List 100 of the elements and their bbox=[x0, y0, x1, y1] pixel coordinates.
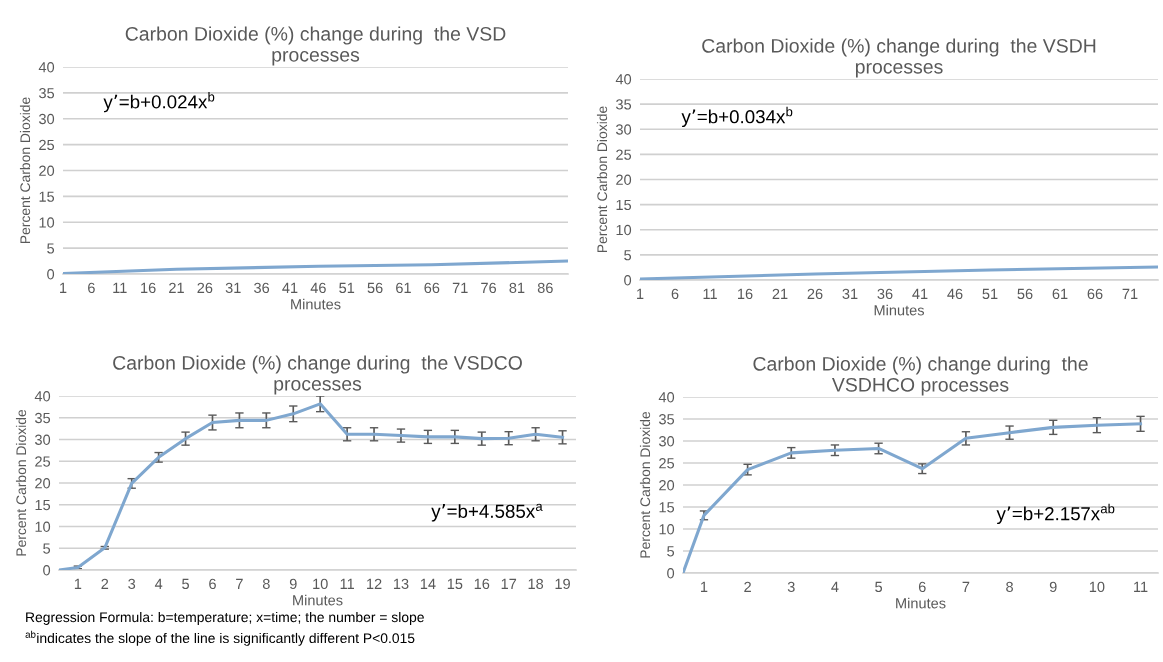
x-tick-label: 11 bbox=[703, 288, 717, 299]
x-tick-label: 41 bbox=[282, 282, 298, 293]
x-tick-label: 56 bbox=[1017, 288, 1033, 300]
annotation: y’=b+0.024x$^{b}$ bbox=[103, 91, 215, 113]
x-tick-label: 26 bbox=[807, 288, 823, 300]
x-tick-label: 9 bbox=[289, 578, 297, 590]
y-tick-label: 15 bbox=[659, 502, 675, 513]
x-tick-label: 36 bbox=[877, 288, 893, 300]
x-tick-label: 5 bbox=[875, 581, 883, 593]
y-tick-label: 20 bbox=[35, 478, 51, 489]
x-tick-label: 81 bbox=[509, 282, 525, 294]
y-tick-label: 20 bbox=[39, 165, 55, 176]
x-tick-label: 4 bbox=[154, 578, 163, 589]
x-tick-label: 86 bbox=[537, 282, 553, 294]
y-tick-label: 40 bbox=[34, 391, 51, 402]
x-tick-label: 16 bbox=[738, 288, 753, 300]
y-tick-label: 35 bbox=[659, 414, 675, 425]
x-tick-label: 18 bbox=[528, 578, 544, 590]
x-tick-label: 1 bbox=[74, 578, 82, 589]
x-axis-title: Minutes bbox=[896, 597, 946, 609]
x-tick-label: 31 bbox=[225, 282, 241, 294]
x-axis-title: Minutes bbox=[291, 298, 341, 310]
y-tick-label: 35 bbox=[39, 87, 55, 99]
chart-title: Carbon Dioxide (%) change during the VSD processes bbox=[125, 26, 506, 66]
x-tick-label: 61 bbox=[396, 282, 411, 294]
y-axis-title: Percent Carbon Dioxide bbox=[15, 409, 27, 556]
x-tick-label: 6 bbox=[918, 581, 926, 593]
y-tick-label: 25 bbox=[35, 456, 51, 467]
y-tick-label: 0 bbox=[624, 275, 632, 286]
y-tick-label: 30 bbox=[39, 113, 55, 125]
y-tick-label: 10 bbox=[659, 524, 675, 535]
x-tick-label: 11 bbox=[113, 282, 127, 293]
y-axis-title: Percent Carbon Dioxide bbox=[639, 411, 651, 558]
x-tick-label: 66 bbox=[424, 282, 440, 294]
x-tick-label: 66 bbox=[1087, 288, 1103, 300]
x-tick-label: 6 bbox=[209, 578, 216, 590]
y-axis-title: Percent Carbon Dioxide bbox=[19, 97, 31, 244]
y-tick-label: 10 bbox=[39, 217, 55, 228]
y-tick-label: 10 bbox=[616, 224, 632, 236]
y-tick-label: 30 bbox=[35, 434, 51, 445]
y-tick-label: 15 bbox=[39, 191, 55, 202]
y-tick-label: 0 bbox=[667, 568, 675, 579]
x-tick-label: 1 bbox=[637, 288, 644, 299]
x-tick-label: 3 bbox=[128, 578, 136, 590]
x-tick-label: 15 bbox=[447, 578, 463, 590]
x-tick-label: 31 bbox=[842, 288, 858, 300]
x-tick-label: 36 bbox=[254, 282, 270, 294]
x-tick-label: 4 bbox=[831, 581, 839, 592]
x-tick-label: 10 bbox=[1089, 581, 1105, 593]
x-tick-label: 71 bbox=[452, 282, 468, 293]
y-tick-label: 5 bbox=[624, 250, 632, 261]
x-tick-label: 17 bbox=[501, 578, 517, 589]
x-tick-label: 7 bbox=[962, 581, 970, 592]
y-tick-label: 30 bbox=[616, 124, 632, 135]
annotation: y’=b+4.585x$^{a}$ bbox=[431, 503, 543, 522]
x-axis-title: Minutes bbox=[293, 594, 343, 606]
y-tick-label: 20 bbox=[616, 174, 632, 185]
y-tick-label: 10 bbox=[35, 521, 51, 532]
x-tick-label: 71 bbox=[1122, 288, 1138, 299]
annotation: y’=b+0.034x$^{b}$ bbox=[681, 106, 793, 128]
chart-title: Carbon Dioxide (%) change during the VSDCO processes bbox=[113, 355, 522, 395]
x-tick-label: 10 bbox=[313, 578, 328, 590]
y-tick-label: 40 bbox=[615, 74, 632, 85]
chart-title: Carbon Dioxide (%) change during the VSDH processes bbox=[702, 38, 1096, 78]
y-tick-label: 25 bbox=[659, 458, 675, 469]
y-tick-label: 5 bbox=[47, 243, 55, 254]
x-tick-label: 13 bbox=[393, 578, 409, 590]
x-tick-label: 1 bbox=[701, 581, 708, 592]
x-tick-label: 19 bbox=[555, 578, 570, 590]
line-series bbox=[640, 265, 1158, 280]
y-tick-label: 0 bbox=[43, 565, 51, 576]
x-tick-label: 8 bbox=[262, 578, 270, 590]
x-tick-label: 12 bbox=[367, 578, 382, 589]
x-axis-title: Minutes bbox=[874, 304, 925, 316]
x-tick-label: 51 bbox=[982, 288, 998, 300]
text: Regression Formula: b=temperature; x=time; the number = slope bbox=[26, 611, 424, 625]
x-tick-label: 46 bbox=[310, 282, 326, 294]
line-series bbox=[59, 402, 565, 570]
x-tick-label: 14 bbox=[420, 578, 436, 589]
x-tick-label: 6 bbox=[671, 288, 679, 300]
y-tick-label: 25 bbox=[616, 149, 632, 160]
y-tick-label: 20 bbox=[659, 480, 675, 491]
y-tick-label: 0 bbox=[47, 269, 55, 280]
y-tick-label: 40 bbox=[658, 392, 675, 403]
x-tick-label: 6 bbox=[88, 282, 95, 294]
x-tick-label: 21 bbox=[772, 288, 788, 299]
x-tick-label: 51 bbox=[339, 282, 355, 294]
x-tick-label: 8 bbox=[1006, 581, 1013, 593]
x-tick-label: 46 bbox=[947, 288, 963, 300]
x-tick-label: 11 bbox=[340, 578, 354, 589]
x-tick-label: 41 bbox=[912, 288, 928, 299]
x-tick-label: 21 bbox=[169, 282, 184, 293]
x-tick-label: 1 bbox=[60, 282, 67, 293]
chart-title: Carbon Dioxide (%) change during the VSDHCO processes bbox=[753, 356, 1088, 396]
y-tick-label: 35 bbox=[616, 99, 632, 110]
line-series bbox=[683, 422, 1143, 573]
x-tick-label: 9 bbox=[1049, 581, 1057, 593]
x-tick-label: 56 bbox=[367, 282, 383, 294]
x-tick-label: 16 bbox=[474, 578, 490, 590]
y-tick-label: 35 bbox=[35, 412, 51, 424]
